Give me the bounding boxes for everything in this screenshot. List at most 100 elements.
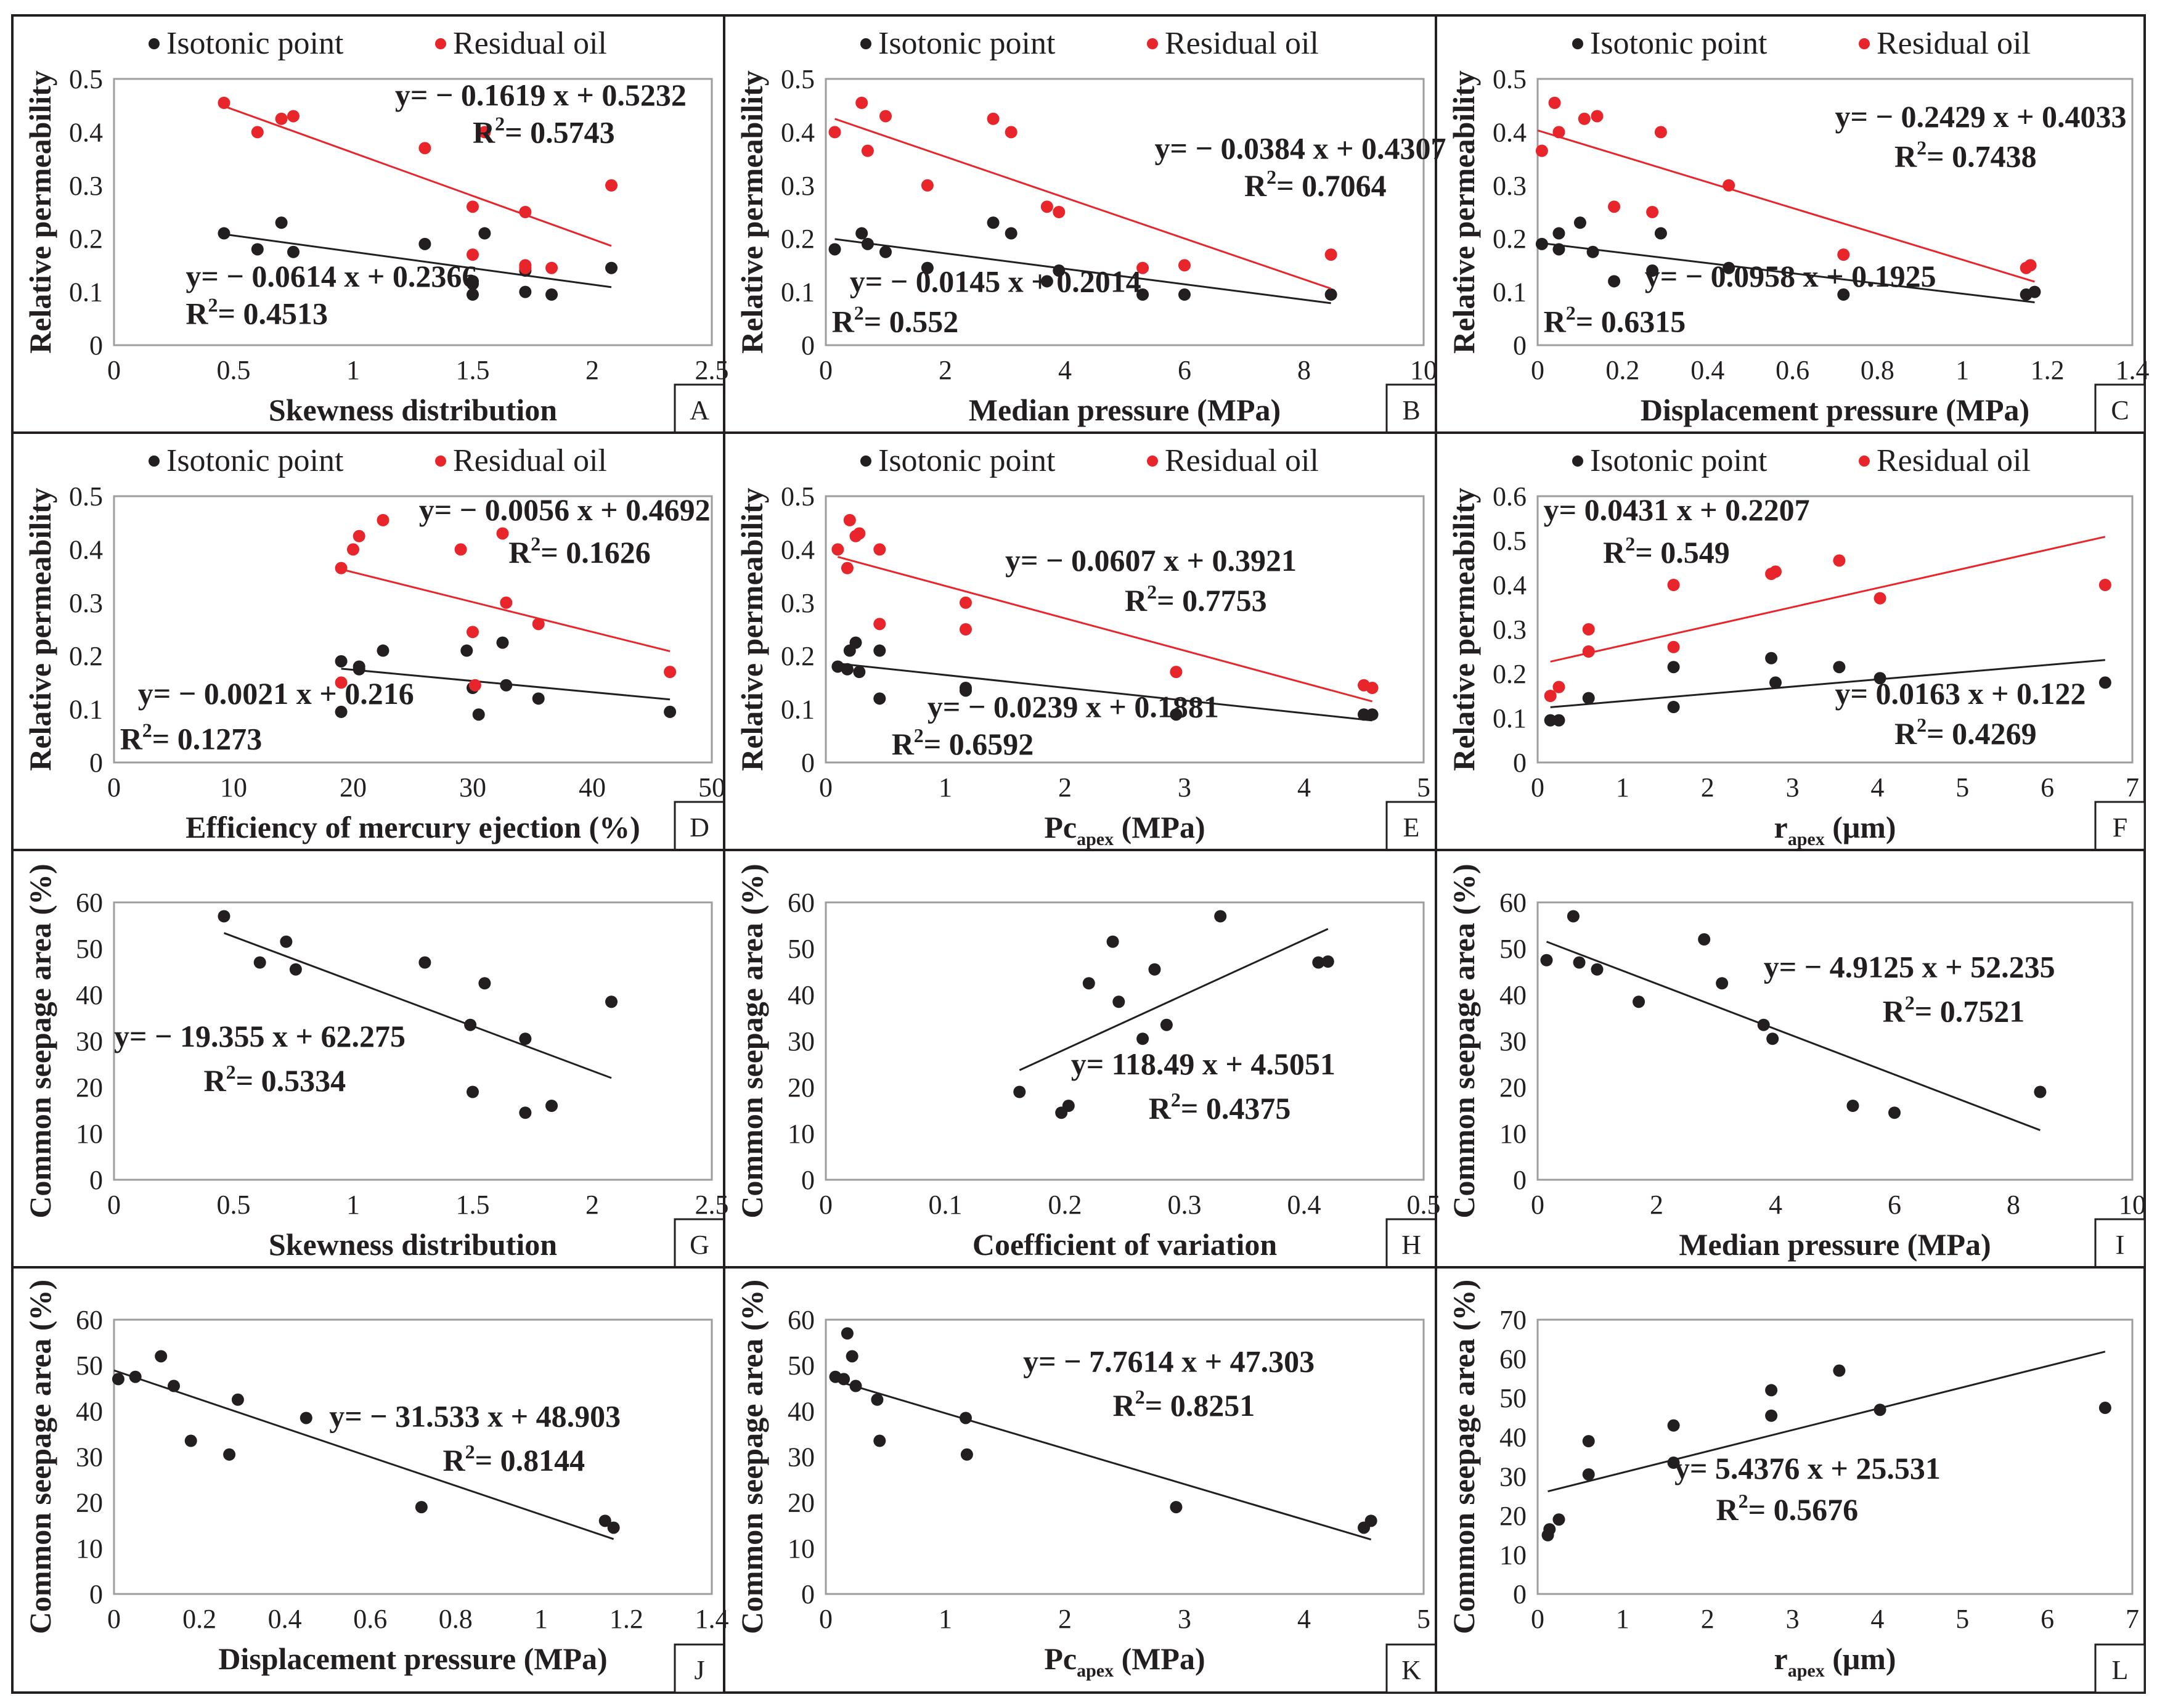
y-tick-label: 50 bbox=[788, 934, 815, 964]
data-point bbox=[849, 1379, 862, 1392]
y-tick-label: 0.1 bbox=[781, 695, 815, 725]
data-point bbox=[1324, 248, 1337, 261]
x-axis-label-main: Skewness distribution bbox=[269, 393, 557, 427]
y-tick-label: 0.1 bbox=[69, 277, 103, 308]
legend-residual-label: Residual oil bbox=[453, 443, 607, 478]
data-point bbox=[828, 243, 841, 256]
data-point bbox=[959, 623, 972, 635]
legend-residual-marker bbox=[1147, 38, 1158, 49]
legend-residual-label: Residual oil bbox=[1877, 443, 2031, 478]
equation-label: y= − 0.0239 x + 0.1881 bbox=[928, 690, 1219, 724]
data-point bbox=[1608, 200, 1621, 213]
data-point bbox=[1013, 1085, 1026, 1098]
y-axis-label: Relative permeability bbox=[1446, 488, 1481, 771]
r2-sup: 2 bbox=[1566, 301, 1576, 324]
y-tick-label: 20 bbox=[76, 1073, 103, 1103]
data-point bbox=[959, 596, 972, 609]
data-point bbox=[1667, 1419, 1680, 1432]
data-point bbox=[1170, 1501, 1183, 1514]
plot-area bbox=[1536, 901, 2134, 1181]
data-point bbox=[1106, 935, 1119, 948]
y-tick-label: 0.4 bbox=[781, 534, 815, 565]
data-point bbox=[519, 206, 532, 218]
data-point bbox=[287, 245, 300, 258]
x-tick-label: 10 bbox=[2119, 1190, 2146, 1220]
panel-l: 0 10 20 30 40 50 60 70 0 1 2 3 4 5 6 7 Common seepage ar… bbox=[1435, 1266, 2146, 1694]
equation-label: y= − 0.2429 x + 0.4033 bbox=[1835, 99, 2127, 134]
data-point bbox=[879, 245, 892, 258]
data-point bbox=[1765, 1409, 1778, 1422]
data-point bbox=[467, 1085, 479, 1098]
trend-line bbox=[1546, 941, 2041, 1131]
r2-prefix: R bbox=[1113, 1388, 1136, 1423]
plot-area bbox=[1536, 495, 2134, 764]
y-tick-label: 50 bbox=[1499, 934, 1527, 964]
data-point bbox=[1578, 112, 1591, 125]
series-common-seepage-area: y= − 7.7614 x + 47.303 R2= 0.8251 bbox=[829, 1327, 1377, 1541]
data-point bbox=[1573, 956, 1586, 969]
x-tick-label: 2 bbox=[1650, 1190, 1663, 1220]
x-tick-label: 4 bbox=[1058, 355, 1072, 385]
y-tick-label: 0.3 bbox=[69, 171, 103, 201]
r2-value: = 0.8144 bbox=[475, 1443, 585, 1477]
data-point bbox=[1582, 1435, 1595, 1448]
data-point bbox=[2028, 285, 2041, 298]
r2-prefix: R bbox=[186, 296, 208, 330]
x-tick-label: 50 bbox=[698, 772, 725, 803]
y-tick-label: 40 bbox=[76, 980, 103, 1010]
data-point bbox=[871, 1393, 884, 1406]
x-tick-label: 8 bbox=[2007, 1190, 2020, 1220]
data-point bbox=[478, 227, 491, 240]
data-point bbox=[1833, 554, 1846, 567]
legend-residual-marker bbox=[435, 38, 446, 49]
r2-prefix: R bbox=[892, 727, 915, 761]
data-point bbox=[855, 227, 868, 240]
x-tick-label: 0.6 bbox=[1776, 355, 1809, 385]
data-point bbox=[1667, 661, 1680, 674]
r2-label: R2= 0.4269 bbox=[1894, 714, 2037, 751]
data-point bbox=[1324, 288, 1337, 301]
data-point bbox=[2098, 1402, 2111, 1415]
x-tick-label: 3 bbox=[1786, 772, 1800, 803]
y-tick-label: 0 bbox=[1513, 748, 1527, 778]
x-tick-label: 0 bbox=[107, 772, 121, 803]
x-axis-label-unit: (μm) bbox=[1825, 1641, 1896, 1676]
y-axis-label: Common seepage area (%) bbox=[735, 1280, 769, 1634]
r2-sup: 2 bbox=[1171, 1089, 1181, 1111]
data-point bbox=[1846, 1100, 1859, 1112]
x-tick-label: 3 bbox=[1178, 772, 1191, 803]
data-point bbox=[1082, 977, 1095, 990]
x-tick-label: 3 bbox=[1786, 1604, 1800, 1634]
panel-b: 0 0.1 0.2 0.3 0.4 0.5 0 2 4 6 8 10 Relative permeabi… bbox=[723, 14, 1446, 434]
x-tick-label: 0.4 bbox=[268, 1604, 302, 1634]
r2-value: = 0.7438 bbox=[1927, 139, 2037, 174]
data-point bbox=[468, 679, 481, 692]
equation-label: y= − 19.355 x + 62.275 bbox=[114, 1019, 406, 1053]
data-point bbox=[1170, 708, 1183, 721]
x-tick-label: 0.4 bbox=[1287, 1190, 1321, 1220]
data-point bbox=[519, 259, 532, 272]
equation-label: y= 118.49 x + 4.5051 bbox=[1071, 1047, 1335, 1081]
r2-label: R2= 0.549 bbox=[1603, 533, 1730, 570]
x-tick-label: 0.5 bbox=[217, 355, 251, 385]
data-point bbox=[2098, 676, 2111, 689]
r2-prefix: R bbox=[1894, 716, 1917, 751]
panel-letter: F bbox=[2113, 812, 2127, 843]
y-tick-label: 60 bbox=[1499, 888, 1527, 918]
y-tick-label: 60 bbox=[76, 888, 103, 918]
y-tick-label: 10 bbox=[1499, 1540, 1527, 1570]
data-point bbox=[873, 692, 886, 705]
series-common-seepage-area: y= − 31.533 x + 48.903 R2= 0.8144 bbox=[112, 1350, 621, 1540]
trend-line bbox=[1537, 129, 2035, 283]
x-tick-label: 5 bbox=[1955, 772, 1969, 803]
y-tick-label: 60 bbox=[1499, 1344, 1527, 1375]
y-tick-label: 10 bbox=[788, 1119, 815, 1149]
y-tick-label: 20 bbox=[788, 1073, 815, 1103]
data-point bbox=[838, 1373, 850, 1386]
x-tick-label: 0 bbox=[819, 772, 833, 803]
y-axis-label: Common seepage area (%) bbox=[1446, 1280, 1481, 1634]
equation-label: y= − 0.0056 x + 0.4692 bbox=[419, 492, 711, 527]
x-tick-label: 4 bbox=[1297, 1604, 1311, 1634]
